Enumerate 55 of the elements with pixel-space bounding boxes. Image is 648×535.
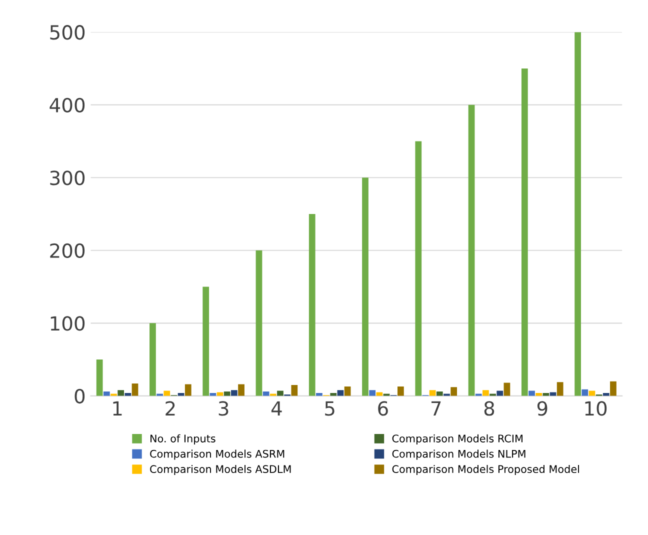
bar bbox=[574, 32, 581, 396]
bar bbox=[397, 386, 404, 396]
legend-label: Comparison Models NLPM bbox=[392, 450, 526, 460]
bar bbox=[103, 392, 110, 396]
bar bbox=[436, 392, 443, 396]
x-tick-label: 3 bbox=[218, 401, 228, 416]
x-tick-label: 8 bbox=[484, 401, 494, 416]
x-tick-label: 5 bbox=[325, 401, 334, 416]
bar bbox=[450, 387, 458, 396]
y-tick-label: 100 bbox=[50, 316, 85, 331]
y-tick-label: 300 bbox=[50, 170, 85, 186]
bar bbox=[291, 384, 298, 396]
bar bbox=[262, 392, 270, 396]
legend-label: Comparison Models Proposed Model bbox=[392, 464, 579, 476]
bar bbox=[184, 384, 192, 396]
x-tick-label: 10 bbox=[585, 401, 607, 416]
bar bbox=[369, 390, 376, 396]
legend-label: Comparison Models RCIM bbox=[392, 434, 522, 444]
bar bbox=[362, 178, 368, 396]
bar bbox=[96, 360, 103, 396]
bar bbox=[277, 390, 284, 396]
bar bbox=[238, 384, 244, 396]
bar bbox=[132, 384, 138, 396]
y-tick-label: 200 bbox=[50, 243, 85, 258]
bar bbox=[164, 390, 170, 396]
bar bbox=[231, 390, 238, 396]
y-tick-label: 400 bbox=[50, 98, 85, 113]
bar bbox=[256, 250, 262, 396]
x-tick-label: 6 bbox=[378, 401, 388, 416]
bar bbox=[482, 390, 489, 396]
legend-label: No. of Inputs bbox=[150, 434, 216, 444]
bar bbox=[468, 104, 475, 396]
y-tick-label: 500 bbox=[50, 25, 85, 40]
bar bbox=[415, 141, 422, 396]
x-tick-label: 9 bbox=[537, 401, 548, 416]
bar bbox=[521, 68, 528, 396]
x-tick-label: 7 bbox=[432, 401, 441, 416]
bar bbox=[528, 390, 535, 396]
y-tick-label: 0 bbox=[74, 388, 85, 404]
bar bbox=[504, 382, 510, 396]
legend-label: Comparison Models ASDLM bbox=[150, 464, 291, 476]
bar bbox=[496, 390, 504, 396]
bar bbox=[118, 390, 124, 396]
x-tick-label: 1 bbox=[113, 401, 122, 416]
bar bbox=[224, 392, 230, 396]
legend-label: Comparison Models ASRM bbox=[150, 450, 284, 460]
bar bbox=[582, 389, 588, 396]
x-tick-label: 2 bbox=[166, 401, 175, 416]
bar bbox=[150, 323, 156, 396]
bar bbox=[610, 381, 616, 396]
bar bbox=[202, 286, 210, 396]
bar bbox=[556, 382, 564, 396]
x-tick-label: 4 bbox=[271, 401, 282, 416]
bar bbox=[308, 214, 316, 396]
bar bbox=[344, 386, 351, 396]
